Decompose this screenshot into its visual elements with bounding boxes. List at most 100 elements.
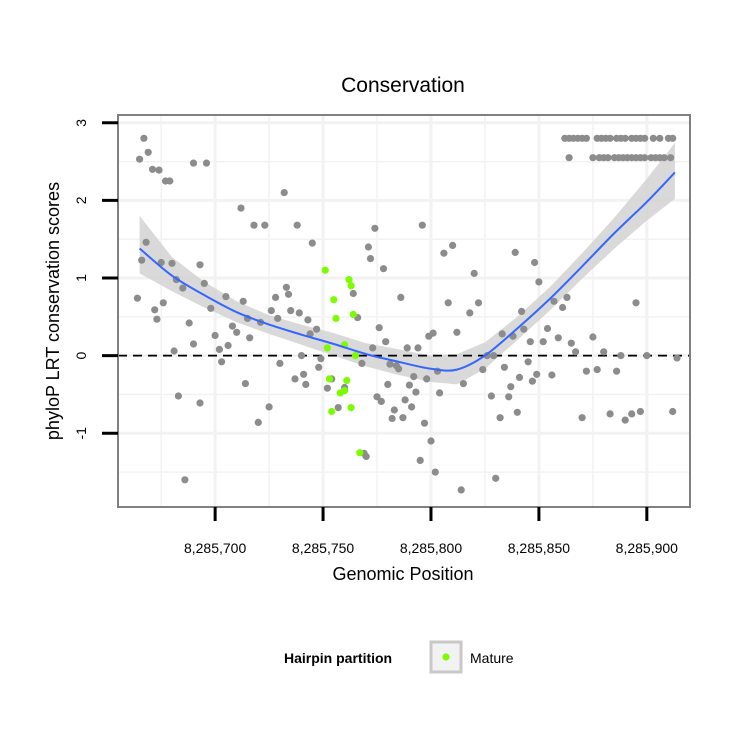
data-point-other	[667, 154, 675, 162]
data-point-other	[179, 284, 187, 292]
data-point-other	[196, 399, 204, 407]
data-point-other	[295, 309, 303, 317]
data-point-other	[500, 363, 508, 371]
data-point-other	[159, 299, 167, 307]
data-point-other	[233, 328, 241, 336]
data-point-mature	[349, 310, 357, 319]
data-point-other	[535, 278, 543, 286]
data-point-other	[155, 166, 163, 174]
data-point-other	[364, 243, 372, 251]
data-point-mature	[341, 387, 349, 395]
data-point-other	[379, 265, 388, 273]
data-point-other	[628, 410, 636, 418]
data-point-other	[133, 294, 141, 302]
data-point-other	[265, 403, 273, 411]
data-point-other	[505, 393, 513, 401]
data-point-other	[140, 134, 148, 142]
data-point-mature	[347, 282, 355, 290]
data-point-other	[565, 154, 573, 162]
data-point-other	[196, 261, 204, 269]
data-point-other	[621, 134, 629, 142]
x-tick-label: 8,285,900	[616, 540, 678, 556]
data-point-other	[405, 381, 413, 389]
data-point-other	[539, 338, 547, 346]
data-point-other	[272, 293, 280, 301]
data-point-other	[490, 352, 498, 360]
data-point-other	[181, 476, 189, 484]
data-point-other	[401, 396, 409, 404]
data-point-other	[459, 380, 467, 388]
data-point-other	[487, 392, 495, 400]
data-point-other	[606, 410, 614, 418]
data-point-other	[138, 256, 146, 264]
data-point-other	[589, 333, 597, 341]
data-point-other	[604, 154, 612, 162]
data-point-other	[641, 154, 649, 162]
legend-key-box	[429, 640, 463, 674]
data-point-other	[606, 134, 614, 142]
data-point-other	[166, 177, 174, 185]
data-point-other	[453, 328, 461, 336]
data-point-other	[207, 304, 215, 312]
data-point-other	[291, 375, 299, 383]
data-point-other	[656, 134, 664, 142]
data-point-other	[673, 354, 681, 362]
data-point-other	[436, 389, 444, 397]
data-point-other	[617, 352, 625, 360]
data-point-mature	[325, 375, 334, 383]
data-point-other	[267, 307, 275, 315]
data-point-other	[185, 319, 193, 327]
data-point-other	[144, 148, 152, 156]
data-point-other	[511, 248, 519, 256]
data-point-other	[211, 331, 219, 340]
data-point-other	[403, 344, 411, 352]
data-point-other	[386, 360, 394, 368]
chart-title: Conservation	[341, 74, 465, 97]
data-point-other	[241, 380, 249, 388]
legend-title: Hairpin partition	[284, 650, 392, 666]
data-point-other	[550, 297, 558, 305]
legend: Hairpin partition Mature	[284, 640, 514, 674]
x-axis-title: Genomic Position	[332, 564, 473, 584]
data-point-other	[431, 468, 439, 476]
data-point-other	[660, 154, 668, 162]
data-point-other	[274, 314, 282, 322]
data-point-other	[474, 299, 483, 307]
data-point-other	[416, 456, 424, 464]
data-point-other	[440, 249, 448, 257]
data-point-other	[362, 452, 370, 461]
legend-label-mature: Mature	[470, 650, 514, 666]
data-point-other	[189, 159, 198, 167]
data-point-other	[371, 224, 379, 232]
data-point-other	[300, 370, 308, 378]
data-point-other	[518, 307, 526, 315]
data-point-mature	[323, 344, 331, 352]
data-point-mature	[343, 376, 351, 385]
data-point-other	[572, 348, 580, 356]
data-point-other	[408, 403, 416, 411]
data-point-other	[412, 388, 420, 396]
data-point-other	[377, 397, 385, 405]
data-point-other	[520, 325, 528, 333]
data-point-other	[414, 344, 422, 352]
data-point-other	[641, 134, 649, 142]
data-point-other	[457, 486, 465, 494]
data-point-other	[526, 338, 534, 346]
data-point-other	[373, 393, 381, 401]
plot-panel-border	[117, 114, 691, 508]
data-point-other	[237, 204, 245, 212]
y-axis: -1 0 1 2 3	[73, 119, 118, 440]
data-point-other	[142, 238, 150, 246]
data-point-other	[222, 293, 230, 301]
data-point-other	[215, 345, 223, 353]
data-point-other	[410, 373, 418, 381]
data-point-other	[334, 404, 342, 412]
data-point-other	[515, 373, 524, 381]
data-point-mature	[345, 276, 353, 284]
data-point-other	[593, 366, 601, 374]
data-point-other	[375, 324, 383, 332]
data-point-other	[613, 367, 621, 375]
data-point-other	[498, 330, 506, 338]
data-point-other	[384, 380, 392, 388]
y-axis-title: phyloP LRT conservation scores	[43, 182, 63, 440]
